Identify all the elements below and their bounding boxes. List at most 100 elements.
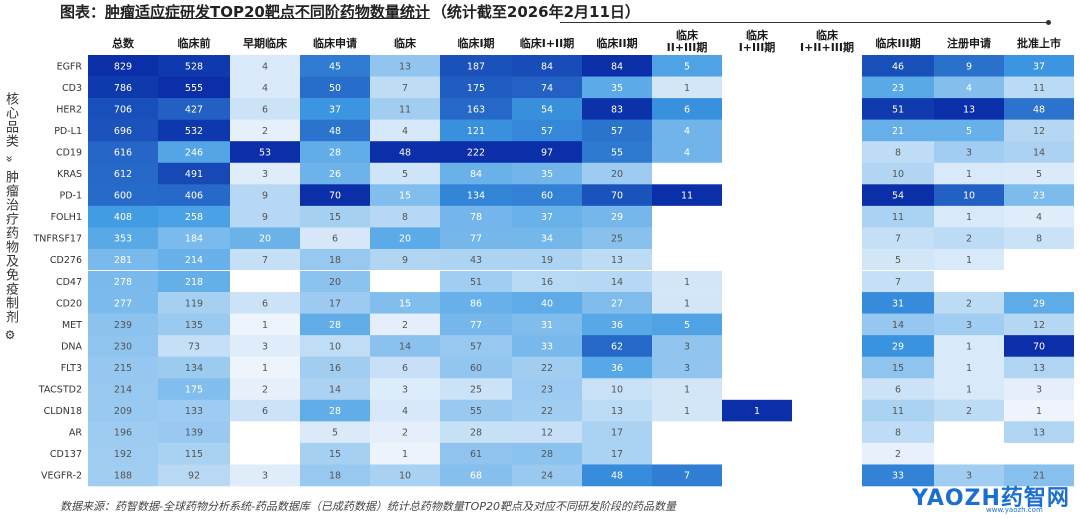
cell-value: 353 — [114, 234, 132, 245]
heatmap-cell — [370, 464, 440, 487]
cell-value: 14 — [399, 341, 411, 352]
cell-value: 48 — [611, 471, 623, 482]
cell-value: 84 — [470, 169, 482, 180]
heatmap-cell — [512, 227, 582, 250]
heatmap-cell — [722, 421, 792, 444]
cell-value: 15 — [399, 191, 411, 202]
heatmap-cell — [582, 248, 652, 271]
heatmap-cell — [582, 421, 652, 444]
heatmap-cell — [1004, 205, 1074, 228]
heatmap-cell — [722, 335, 792, 357]
cell-value: 13 — [1033, 428, 1045, 439]
heatmap-cell — [512, 335, 582, 357]
gear-icon: ⚙ — [4, 328, 16, 342]
cell-value: 612 — [114, 169, 132, 180]
cell-value: 83 — [611, 104, 623, 115]
heatmap-cell — [862, 227, 934, 250]
heatmap-cell — [440, 378, 512, 401]
cell-value: 40 — [541, 298, 553, 309]
cell-value: 230 — [114, 341, 132, 352]
heatmap-cell — [440, 55, 512, 77]
heatmap-cell — [792, 442, 862, 465]
heatmap-cell — [440, 162, 512, 185]
heatmap-cell — [652, 119, 722, 142]
heatmap-cell — [652, 313, 722, 336]
cell-value: 829 — [114, 61, 132, 72]
cell-value: 24 — [541, 471, 553, 482]
cell-value: 15 — [329, 449, 341, 460]
cell-value: 3 — [966, 320, 972, 331]
cell-value: 408 — [114, 212, 132, 223]
cell-value: 60 — [541, 191, 553, 202]
heatmap-cell — [934, 119, 1004, 142]
heatmap-cell — [370, 270, 440, 293]
heatmap-cell — [1004, 162, 1074, 185]
column-header: 临床II期 — [596, 36, 637, 50]
cell-value: 14 — [892, 320, 904, 331]
row-label: CD3 — [62, 83, 82, 94]
row-label: PD-1 — [59, 191, 82, 202]
cell-value: 2 — [262, 126, 268, 137]
heatmap-cell — [158, 399, 230, 422]
heatmap-cell — [440, 76, 512, 99]
cell-value: 20 — [329, 277, 341, 288]
heatmap-cell — [582, 292, 652, 314]
heatmap-cell — [1004, 399, 1074, 422]
heatmap-cell — [934, 248, 1004, 271]
cell-value: 10 — [611, 385, 623, 396]
heatmap-cell — [158, 98, 230, 120]
cell-value: 406 — [185, 191, 203, 202]
cell-value: 29 — [611, 212, 623, 223]
column-header: 注册申请 — [947, 36, 991, 50]
cell-value: 121 — [467, 126, 485, 137]
cell-value: 18 — [329, 255, 341, 266]
heatmap-cell — [1004, 248, 1074, 271]
cell-value: 555 — [185, 83, 203, 94]
cell-value: 28 — [541, 449, 553, 460]
cell-value: 28 — [329, 147, 341, 158]
column-header: 总数 — [112, 36, 135, 50]
cell-value: 4 — [402, 406, 408, 417]
cell-value: 12 — [1033, 320, 1045, 331]
heatmap-cell — [230, 76, 300, 99]
heatmap-cell — [862, 98, 934, 120]
cell-value: 119 — [185, 298, 203, 309]
heatmap-cell — [512, 55, 582, 77]
heatmap-cell — [862, 399, 934, 422]
heatmap-cell — [582, 378, 652, 401]
cell-value: 5 — [966, 126, 972, 137]
cell-value: 239 — [114, 320, 132, 331]
heatmap-cell — [652, 162, 722, 185]
heatmap-cell — [88, 184, 158, 207]
column-header: 临床 II+III期 — [667, 28, 708, 54]
cell-value: 12 — [541, 428, 553, 439]
heatmap-cell — [934, 292, 1004, 314]
cell-value: 491 — [185, 169, 203, 180]
cell-value: 21 — [1033, 471, 1045, 482]
heatmap-cell — [582, 55, 652, 77]
cell-value: 17 — [329, 298, 341, 309]
cell-value: 18 — [329, 471, 341, 482]
heatmap-cell — [722, 442, 792, 465]
heatmap-cell — [512, 356, 582, 379]
heatmap-cell — [230, 270, 300, 293]
cell-value: 14 — [1033, 147, 1045, 158]
heatmap-cell — [88, 98, 158, 120]
heatmap-cell — [230, 205, 300, 228]
heatmap-cell — [792, 162, 862, 185]
heatmap-cell — [440, 335, 512, 357]
cell-value: 57 — [470, 341, 482, 352]
cell-value: 1 — [684, 385, 690, 396]
heatmap-cell — [582, 205, 652, 228]
heatmap-cell — [582, 270, 652, 293]
side-category-label: 核心品类 » 肿瘤治疗药物及免疫制剂 ⚙ — [2, 92, 18, 346]
heatmap-cell — [792, 421, 862, 444]
heatmap-cell — [862, 76, 934, 99]
heatmap-cell — [158, 356, 230, 379]
cell-value: 246 — [185, 147, 203, 158]
cell-value: 28 — [329, 406, 341, 417]
heatmap-cell — [370, 98, 440, 120]
cell-value: 15 — [329, 212, 341, 223]
cell-value: 57 — [611, 126, 623, 137]
title-underline-rule — [560, 22, 1048, 23]
